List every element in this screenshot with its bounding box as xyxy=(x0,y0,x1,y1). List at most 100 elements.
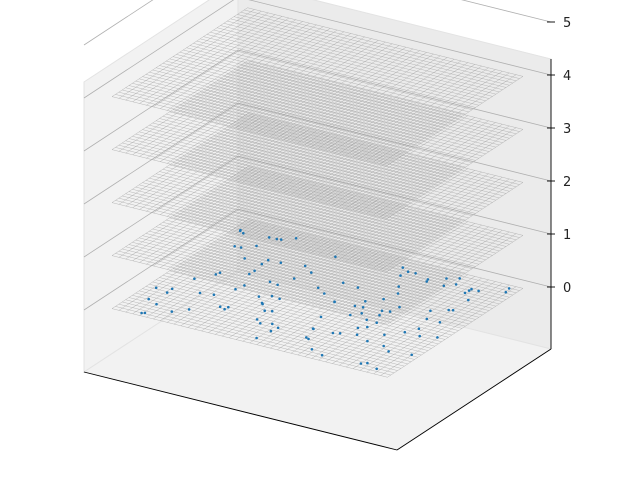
scatter-point xyxy=(312,327,315,331)
z-tick-label: 4 xyxy=(563,69,571,84)
axis-lines xyxy=(83,59,552,451)
wire-line xyxy=(203,36,479,106)
z-gridlines xyxy=(83,0,552,311)
z-tick-label: 0 xyxy=(563,281,571,296)
scatter-point xyxy=(214,273,218,276)
scatter-point xyxy=(356,326,360,330)
wire-line xyxy=(297,53,434,144)
scatter-point xyxy=(255,318,259,321)
wire-line xyxy=(183,102,459,172)
scatter-point xyxy=(255,336,258,340)
scatter-point xyxy=(356,286,360,289)
wireframe-layers xyxy=(111,7,524,378)
wire-line xyxy=(213,135,490,205)
wire-line xyxy=(352,120,489,210)
wire-line xyxy=(346,277,482,368)
scatter-point xyxy=(223,307,226,311)
wire-line xyxy=(247,7,524,77)
scatter-point xyxy=(387,350,390,353)
wire-line xyxy=(346,118,482,209)
scatter-point xyxy=(451,308,455,312)
scatter-point xyxy=(380,309,384,313)
wire-line xyxy=(247,60,524,130)
wire-line xyxy=(339,223,475,313)
scatter-point xyxy=(260,301,264,305)
scatter-point xyxy=(165,291,169,294)
scatter-point xyxy=(445,277,448,280)
scatter-point xyxy=(425,317,429,321)
wire-line xyxy=(216,80,493,150)
wire-line xyxy=(193,149,469,219)
scatter-point xyxy=(401,266,405,269)
scatter-point xyxy=(154,286,158,290)
scatter-point xyxy=(366,361,369,365)
scatter-point xyxy=(323,292,326,295)
scatter-point xyxy=(269,329,273,333)
scatter-point xyxy=(292,277,296,280)
wire-line xyxy=(220,25,496,95)
wire-line xyxy=(373,72,510,163)
wire-line xyxy=(216,239,493,309)
wire-line xyxy=(203,89,479,159)
wire-line xyxy=(216,186,493,256)
z-tick-label: 5 xyxy=(563,16,571,31)
wire-line xyxy=(183,155,459,225)
scatter-point xyxy=(378,313,381,317)
wire-line xyxy=(193,255,469,325)
z-gridline xyxy=(83,102,552,205)
wire-line xyxy=(206,246,483,316)
wire-line xyxy=(193,96,469,166)
scatter-point xyxy=(218,271,222,275)
wire-line xyxy=(240,11,517,82)
scatter-point xyxy=(470,287,473,291)
wire-line xyxy=(332,168,469,258)
scatter-point xyxy=(447,308,451,312)
scatter-point xyxy=(140,311,143,315)
wire-line xyxy=(387,182,524,272)
wire-line xyxy=(213,188,490,258)
scatter-point xyxy=(365,318,369,322)
scatter-point xyxy=(399,274,402,277)
scatter-point xyxy=(334,255,337,259)
wireframe-layer xyxy=(111,113,524,272)
scatter-point xyxy=(414,272,417,275)
scatter-point xyxy=(360,312,364,315)
wire-line xyxy=(277,48,413,138)
scatter-point xyxy=(147,297,150,301)
scatter-point xyxy=(382,297,385,301)
scatter-point xyxy=(375,321,379,325)
scatter-point xyxy=(255,244,258,248)
scatter-point xyxy=(276,326,280,330)
scatter-point xyxy=(454,283,458,286)
wire-line xyxy=(373,178,510,269)
scatter-point xyxy=(275,237,279,241)
scatter-point xyxy=(504,290,508,294)
scatter-point xyxy=(276,283,279,287)
wire-line xyxy=(213,241,490,311)
wire-line xyxy=(233,69,510,139)
wire-line xyxy=(189,98,466,168)
wire-line xyxy=(200,197,476,267)
z-gridline xyxy=(83,0,552,46)
wire-line xyxy=(332,274,469,364)
scatter-point xyxy=(349,313,352,317)
wire-line xyxy=(380,180,517,270)
scatter-point xyxy=(233,245,236,248)
scatter-point xyxy=(257,295,261,298)
scatter-point xyxy=(305,336,308,339)
wire-line xyxy=(339,276,475,366)
wire-line xyxy=(359,281,496,371)
wire-line xyxy=(206,87,483,157)
wire-line xyxy=(189,257,466,327)
wire-line xyxy=(387,288,524,378)
wire-line xyxy=(216,27,493,97)
wire-line xyxy=(318,59,455,149)
wire-line xyxy=(189,204,466,274)
wire-line xyxy=(332,62,469,152)
wire-line xyxy=(373,231,510,322)
wire-line xyxy=(196,93,473,163)
scatter-point xyxy=(279,261,283,265)
scatter-point xyxy=(333,300,336,304)
wire-line xyxy=(227,179,503,249)
